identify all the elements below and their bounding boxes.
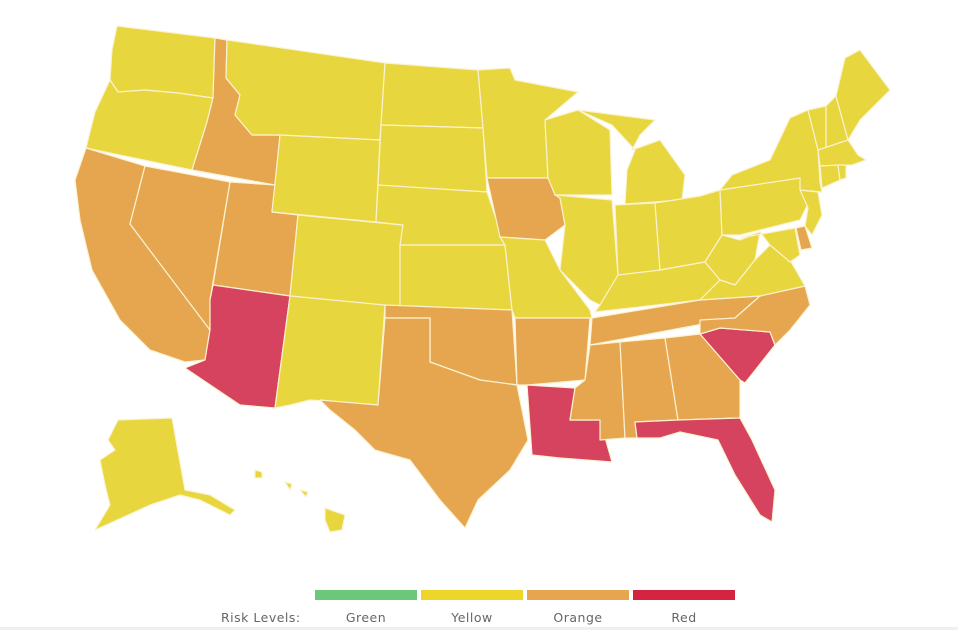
legend: Risk Levels: Green Yellow Orange Red: [0, 588, 958, 630]
state-ga[interactable]: [664, 333, 741, 421]
legend-label-red: Red: [671, 610, 697, 625]
us-risk-map: [74, 25, 891, 533]
legend-swatch-yellow: [421, 590, 523, 600]
state-ak[interactable]: [94, 417, 236, 531]
state-ar[interactable]: [514, 317, 591, 386]
state-il[interactable]: [554, 194, 619, 306]
state-tx[interactable]: [319, 317, 529, 529]
state-nd[interactable]: [380, 62, 484, 129]
state-mi[interactable]: [577, 109, 686, 205]
state-sd[interactable]: [377, 124, 488, 193]
state-ny[interactable]: [719, 109, 823, 193]
state-fl[interactable]: [634, 417, 776, 523]
state-hi[interactable]: [254, 469, 346, 533]
state-me[interactable]: [835, 49, 891, 141]
legend-label-green: Green: [345, 610, 387, 625]
state-mt[interactable]: [225, 39, 386, 141]
state-wa[interactable]: [109, 25, 216, 99]
state-md[interactable]: [739, 227, 801, 263]
legend-swatch-red: [633, 590, 735, 600]
legend-swatch-green: [315, 590, 417, 600]
legend-title: Risk Levels:: [221, 610, 301, 625]
legend-label-yellow: Yellow: [451, 610, 493, 625]
legend-label-orange: Orange: [553, 610, 603, 625]
state-wi[interactable]: [544, 109, 613, 196]
state-ri[interactable]: [837, 164, 847, 181]
state-ks[interactable]: [399, 244, 513, 311]
state-de[interactable]: [795, 225, 813, 251]
state-ct[interactable]: [819, 164, 841, 189]
state-co[interactable]: [289, 214, 404, 308]
bottom-divider: [0, 627, 958, 630]
state-nm[interactable]: [274, 295, 386, 409]
legend-swatch-orange: [527, 590, 629, 600]
state-wy[interactable]: [271, 134, 381, 223]
